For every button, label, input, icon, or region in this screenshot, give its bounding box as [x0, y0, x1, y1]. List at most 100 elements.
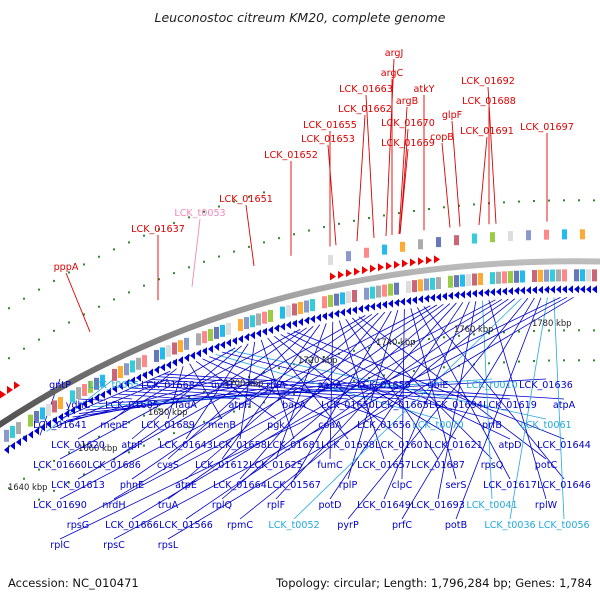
feature-block [496, 271, 501, 284]
reverse-strand-arrow [586, 285, 591, 294]
feature-block [142, 355, 147, 368]
feature-block [592, 269, 597, 282]
reverse-strand-arrow [376, 301, 381, 310]
feature-block [490, 232, 495, 243]
track-dot [233, 200, 235, 203]
track-dot [548, 329, 550, 332]
track-dot [83, 313, 85, 316]
feature-block [418, 279, 423, 292]
reverse-strand-arrow [286, 321, 291, 330]
feature-block [562, 269, 567, 282]
gene-label: LCK_01612 [195, 460, 249, 471]
track-dot [113, 428, 115, 431]
gene-label: rplP [339, 480, 358, 491]
track-dot [83, 473, 85, 476]
feature-block [376, 285, 381, 298]
reverse-strand-arrow [118, 382, 123, 391]
genome-summary-text: Topology: circular; Length: 1,796,284 bp… [275, 576, 592, 590]
reverse-strand-arrow [520, 286, 525, 295]
gene-label: ydhC [66, 400, 91, 411]
gene-label: rpsG [67, 520, 89, 531]
gene-label: pyrP [337, 520, 359, 531]
feature-block [412, 280, 417, 293]
gene-label: LCK_01651 [219, 194, 273, 205]
reverse-strand-arrow [280, 322, 285, 331]
leader-line [59, 329, 301, 460]
track-dot [308, 229, 310, 232]
leader-line [488, 300, 547, 500]
feature-block [256, 313, 261, 326]
gene-label: menE [100, 420, 127, 431]
feature-block [466, 274, 471, 287]
track-dot [143, 414, 145, 417]
map-title: Leuconostoc citreum KM20, complete genom… [155, 10, 446, 25]
gene-label: glpF [442, 110, 462, 121]
track-dot [353, 219, 355, 222]
track-dot [413, 339, 415, 342]
leader-line [77, 299, 496, 520]
reverse-strand-arrow [574, 285, 579, 294]
gene-label: LCK_t0041 [466, 500, 517, 511]
track-dot [188, 266, 190, 269]
feature-block [328, 294, 333, 307]
reverse-strand-arrow [454, 291, 459, 300]
feature-block [454, 235, 459, 246]
track-dot [383, 214, 385, 217]
leader-line [553, 297, 565, 520]
gene-label: LCK_01644 [537, 440, 591, 451]
gene-label: potB [445, 520, 467, 531]
feature-block [286, 305, 291, 318]
accession-text: Accession: NC_010471 [8, 576, 139, 590]
feature-block [208, 329, 213, 342]
gene-label: rplQ [212, 500, 233, 511]
scale-ticks: 1640 kbp 1660 kbp 1680 kbp 1700 kbp 1720… [8, 318, 571, 492]
gene-label: potD [318, 500, 341, 511]
feature-block [382, 284, 387, 297]
track-dot [533, 199, 535, 202]
feature-block [520, 270, 525, 283]
reverse-strand-arrow [220, 340, 225, 349]
reverse-strand-arrow [88, 396, 93, 405]
feature-block [244, 317, 249, 330]
leader-line [338, 320, 385, 460]
gene-label: LCK_01694 [429, 400, 483, 411]
gene-label: LCK_01657 [357, 460, 411, 471]
leader-line [329, 302, 464, 500]
reverse-strand-arrow [124, 379, 129, 388]
reverse-strand-arrow [160, 363, 165, 372]
forward-strand-arrow [426, 256, 432, 265]
track-dot [443, 206, 445, 209]
track-dot [443, 336, 445, 339]
gene-label: atkY [413, 84, 434, 95]
leader-line [131, 314, 373, 480]
gene-label: rluA [266, 380, 286, 391]
track-dot [68, 481, 70, 484]
track-dot [353, 379, 355, 382]
gene-label: LCK_01681 [267, 440, 321, 451]
gene-label: atpD [498, 440, 521, 451]
feature-block [508, 231, 513, 242]
track-dot [203, 260, 205, 263]
feature-block [322, 296, 327, 309]
track-dot [353, 349, 355, 352]
track-dot [518, 330, 520, 333]
track-dot [173, 272, 175, 275]
gene-label: potC [535, 460, 558, 471]
scale-tick-label: 1760 kbp [454, 324, 493, 334]
feature-block [472, 233, 477, 244]
feature-block [508, 271, 513, 284]
leader-line [228, 349, 547, 420]
scale-tick-label: 1780 kbp [532, 318, 571, 328]
forward-strand-arrow [386, 261, 392, 270]
feature-block [418, 239, 423, 250]
reverse-strand-arrow [334, 309, 339, 318]
dotted-track-guides [8, 191, 595, 501]
leader-line [329, 321, 334, 460]
track-dot [68, 451, 70, 454]
feature-block [262, 311, 267, 324]
scale-tick-label: 1740 kbp [376, 337, 415, 347]
leader-line [441, 142, 451, 228]
reverse-strand-arrow [256, 329, 261, 338]
reverse-strand-arrow [370, 302, 375, 311]
scale-tick-label: 1700 kbp [224, 378, 263, 388]
